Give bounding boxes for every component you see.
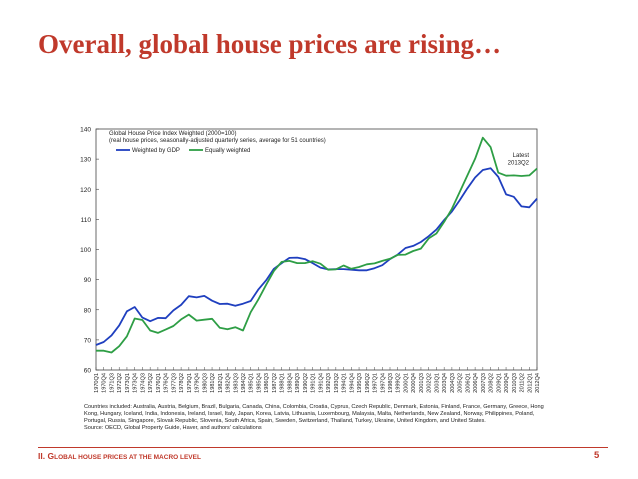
x-tick-label: 1983Q3 xyxy=(233,373,239,393)
x-tick-label: 2006Q1 xyxy=(465,373,471,393)
x-tick-label: 2011Q2 xyxy=(520,373,526,393)
x-tick-label: 1990Q2 xyxy=(303,373,309,393)
y-tick-label: 100 xyxy=(80,247,91,254)
latest-annotation-line: 2013Q2 xyxy=(508,161,530,167)
x-tick-label: 2003Q1 xyxy=(434,373,440,393)
x-tick-label: 2006Q4 xyxy=(473,373,479,393)
x-tick-label: 1992Q3 xyxy=(326,373,332,393)
latest-annotation-line: Latest xyxy=(513,153,530,159)
legend-label: Weighted by GDP xyxy=(132,148,180,154)
x-tick-label: 2012Q1 xyxy=(527,373,533,393)
chart-title: Global House Price Index Weighted (2000=… xyxy=(109,131,236,137)
x-tick-label: 1986Q3 xyxy=(264,373,270,393)
x-tick-label: 1985Q1 xyxy=(249,373,255,393)
footer-section-initial: G xyxy=(47,451,55,461)
y-tick-label: 110 xyxy=(81,217,92,224)
x-tick-label: 2012Q4 xyxy=(535,373,541,393)
x-tick-label: 1984Q2 xyxy=(241,373,247,393)
x-tick-label: 2009Q4 xyxy=(504,373,510,393)
x-tick-label: 1972Q2 xyxy=(117,373,123,393)
x-tick-label: 1999Q2 xyxy=(396,373,402,393)
slide-title: Overall, global house prices are rising… xyxy=(38,29,501,59)
x-tick-label: 1995Q3 xyxy=(357,373,363,393)
x-tick-label: 1996Q2 xyxy=(365,373,371,393)
x-tick-label: 1997Q1 xyxy=(373,373,379,393)
x-tick-label: 2000Q4 xyxy=(411,373,417,393)
x-tick-label: 1994Q1 xyxy=(342,373,348,393)
countries-note: Countries included: Australia, Austria, … xyxy=(84,404,544,424)
x-tick-label: 2010Q3 xyxy=(512,373,518,393)
y-tick-label: 70 xyxy=(84,337,92,344)
x-tick-label: 1973Q1 xyxy=(125,373,131,393)
footer-section-number: II. xyxy=(38,451,46,461)
x-tick-label: 1985Q4 xyxy=(256,373,262,393)
footer-divider xyxy=(38,447,608,448)
x-tick-label: 2000Q1 xyxy=(403,373,409,393)
y-tick-label: 80 xyxy=(84,307,92,314)
x-tick-label: 2008Q2 xyxy=(489,373,495,393)
x-tick-label: 1973Q4 xyxy=(133,373,139,393)
page-number: 5 xyxy=(594,450,600,461)
x-tick-label: 1970Q1 xyxy=(94,373,100,393)
x-tick-label: 2004Q3 xyxy=(450,373,456,393)
y-tick-label: 140 xyxy=(80,127,91,134)
plot-frame xyxy=(95,128,538,371)
x-tick-label: 1997Q4 xyxy=(380,373,386,393)
house-price-chart: 60 70 80 90 100 110 120 130 140 1970Q1 1970Q4 1971… xyxy=(80,127,541,393)
x-tick-label: 1974Q3 xyxy=(140,373,146,393)
y-tick-label: 60 xyxy=(84,368,92,375)
x-tick-label: 2003Q4 xyxy=(442,373,448,393)
x-tick-label: 2009Q1 xyxy=(496,373,502,393)
x-tick-label: 1993Q2 xyxy=(334,373,340,393)
legend-label: Equally weighted xyxy=(205,148,250,154)
x-tick-label: 1975Q2 xyxy=(148,373,154,393)
x-tick-label: 2007Q3 xyxy=(481,373,487,393)
x-tick-label: 1971Q3 xyxy=(109,373,115,393)
footer-section-rest: LOBAL HOUSE PRICES AT THE MACRO LEVEL xyxy=(54,454,201,461)
x-tick-label: 1988Q1 xyxy=(280,373,286,393)
x-tick-label: 1991Q1 xyxy=(311,373,317,393)
source-note: Source: OECD, Global Property Guide, Hav… xyxy=(84,425,262,431)
series-line-weighted-by-gdp xyxy=(95,167,538,346)
y-tick-label: 130 xyxy=(80,157,91,164)
x-tick-label: 1976Q4 xyxy=(164,373,170,393)
footer-section-label: II. GLOBAL HOUSE PRICES AT THE MACRO LEV… xyxy=(38,451,201,461)
x-tick-label: 1977Q3 xyxy=(171,373,177,393)
x-tick-label: 1989Q3 xyxy=(295,373,301,393)
chart-subtitle: (real house prices, seasonally-adjusted … xyxy=(109,138,326,144)
x-tick-label: 2001Q3 xyxy=(419,373,425,393)
y-tick-label: 90 xyxy=(84,277,92,284)
x-tick-label: 1998Q3 xyxy=(388,373,394,393)
x-tick-label: 1991Q4 xyxy=(318,373,324,393)
x-tick-label: 1994Q4 xyxy=(349,373,355,393)
x-tick-label: 1980Q3 xyxy=(202,373,208,393)
y-tick-label: 120 xyxy=(80,187,91,194)
x-tick-label: 2002Q2 xyxy=(427,373,433,393)
x-tick-label: 1981Q2 xyxy=(210,373,216,393)
x-tick-label: 1979Q1 xyxy=(187,373,193,393)
x-tick-label: 1982Q4 xyxy=(226,373,232,393)
x-tick-label: 1979Q4 xyxy=(195,373,201,393)
x-tick-label: 1982Q1 xyxy=(218,373,224,393)
x-tick-label: 1970Q4 xyxy=(102,373,108,393)
x-tick-label: 1976Q1 xyxy=(156,373,162,393)
x-tick-label: 1978Q2 xyxy=(179,373,185,393)
x-tick-label: 2005Q2 xyxy=(458,373,464,393)
x-tick-label: 1988Q4 xyxy=(287,373,293,393)
x-tick-label: 1987Q2 xyxy=(272,373,278,393)
series-line-equally-weighted xyxy=(96,136,538,354)
